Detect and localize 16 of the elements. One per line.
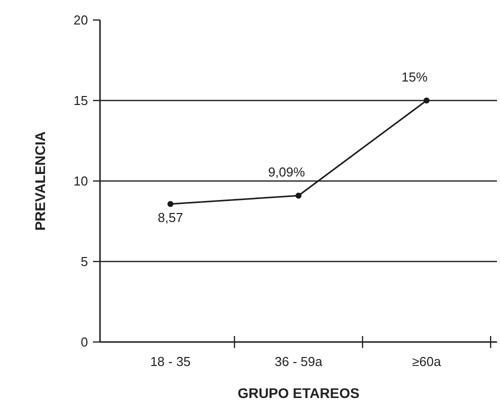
point [296,192,302,199]
y-tick-label: 5 [80,254,88,270]
data-label: 8,57 [158,210,184,226]
y-tick-label: 0 [80,334,88,350]
y-tick-label: 10 [74,174,88,189]
x-axis-title: GRUPO ETAREOS [238,385,360,401]
point [167,201,174,208]
x-tick-label: 36 - 59a [274,354,324,369]
y-axis-title: PREVALENCIA [32,131,48,231]
data-label: 9,09% [268,164,306,180]
point [424,98,430,104]
x-tick-label: 18 - 35 [150,354,191,369]
y-tick-label: 15 [74,93,88,108]
x-tick-label: ≥60a [412,354,442,369]
y-tick-label: 20 [74,12,88,28]
data-label: 15% [402,70,428,84]
